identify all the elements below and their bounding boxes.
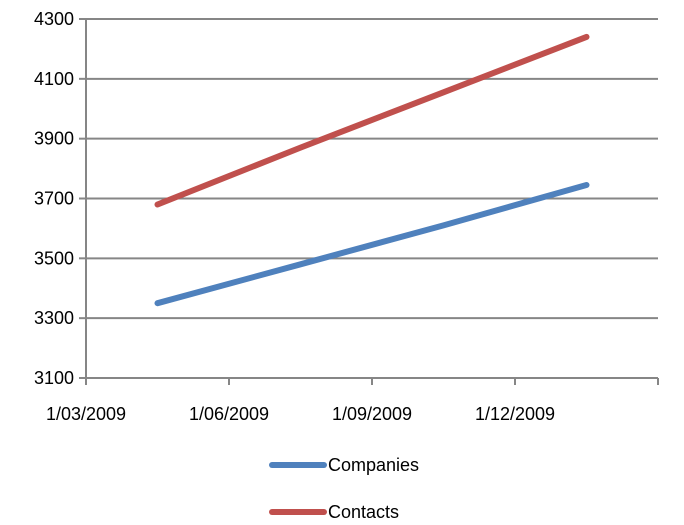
y-axis-tick-label: 3700 [34, 189, 74, 209]
legend-label-contacts: Contacts [328, 502, 399, 522]
series-line-companies [154, 182, 590, 307]
legend-label-companies: Companies [328, 455, 419, 475]
x-axis-tick-label: 1/12/2009 [475, 404, 555, 424]
x-axis-tick-label: 1/09/2009 [332, 404, 412, 424]
axes [79, 18, 659, 385]
x-axis-tick-label: 1/06/2009 [189, 404, 269, 424]
y-axis-tick-label: 3500 [34, 248, 74, 268]
x-axis-tick-label: 1/03/2009 [46, 404, 126, 424]
legend: Companies Contacts [269, 455, 419, 522]
y-axis-tick-label: 3300 [34, 308, 74, 328]
y-axis-tick-labels: 3100 3300 3500 3700 3900 4100 4300 [34, 9, 74, 388]
gridlines [86, 18, 658, 320]
y-axis-tick-label: 3100 [34, 368, 74, 388]
y-axis-tick-label: 4300 [34, 9, 74, 29]
y-axis-tick-label: 3900 [34, 129, 74, 149]
y-axis-tick-label: 4100 [34, 69, 74, 89]
series-lines [154, 33, 590, 307]
series-line-contacts [154, 33, 590, 208]
x-axis-tick-labels: 1/03/2009 1/06/2009 1/09/2009 1/12/2009 [46, 404, 555, 424]
